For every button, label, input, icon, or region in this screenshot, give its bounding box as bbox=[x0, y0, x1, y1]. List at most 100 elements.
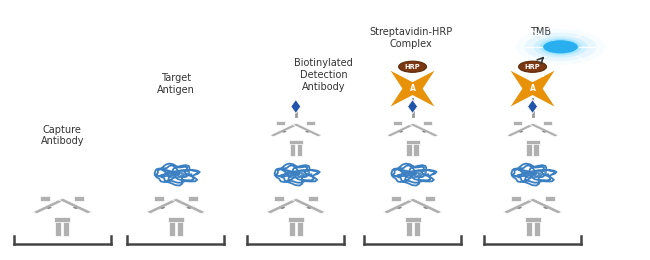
Polygon shape bbox=[404, 87, 434, 107]
Polygon shape bbox=[292, 198, 326, 214]
Text: HRP: HRP bbox=[405, 64, 421, 70]
Polygon shape bbox=[308, 196, 318, 200]
Polygon shape bbox=[186, 207, 192, 209]
Polygon shape bbox=[32, 198, 66, 214]
Polygon shape bbox=[543, 207, 549, 209]
Polygon shape bbox=[270, 123, 299, 137]
Polygon shape bbox=[525, 217, 541, 222]
Polygon shape bbox=[291, 100, 301, 113]
Polygon shape bbox=[524, 71, 554, 90]
Polygon shape bbox=[528, 100, 538, 113]
Polygon shape bbox=[391, 87, 422, 107]
Polygon shape bbox=[506, 123, 536, 137]
Polygon shape bbox=[526, 220, 532, 236]
Polygon shape bbox=[74, 196, 85, 200]
Polygon shape bbox=[534, 220, 540, 236]
Text: Target
Antigen: Target Antigen bbox=[157, 73, 195, 95]
Polygon shape bbox=[305, 131, 309, 133]
Circle shape bbox=[515, 29, 605, 65]
Polygon shape bbox=[288, 217, 304, 222]
Circle shape bbox=[534, 36, 588, 57]
Text: HRP: HRP bbox=[525, 64, 540, 70]
Polygon shape bbox=[519, 131, 523, 133]
Polygon shape bbox=[160, 207, 166, 209]
Polygon shape bbox=[406, 220, 411, 236]
Polygon shape bbox=[529, 198, 562, 214]
Polygon shape bbox=[40, 196, 50, 200]
Polygon shape bbox=[511, 196, 521, 200]
Polygon shape bbox=[424, 196, 434, 200]
Polygon shape bbox=[306, 207, 311, 209]
Polygon shape bbox=[296, 142, 302, 156]
Polygon shape bbox=[543, 121, 552, 125]
Circle shape bbox=[519, 61, 547, 72]
Circle shape bbox=[398, 61, 426, 72]
Polygon shape bbox=[393, 121, 402, 125]
Polygon shape bbox=[266, 198, 300, 214]
Polygon shape bbox=[404, 71, 434, 90]
Polygon shape bbox=[511, 71, 541, 90]
Polygon shape bbox=[391, 71, 422, 90]
Polygon shape bbox=[58, 198, 92, 214]
Circle shape bbox=[539, 38, 582, 55]
Polygon shape bbox=[55, 217, 70, 222]
Polygon shape bbox=[406, 142, 411, 156]
Text: TMB: TMB bbox=[530, 27, 551, 37]
Polygon shape bbox=[410, 123, 439, 137]
Polygon shape bbox=[154, 196, 164, 200]
Polygon shape bbox=[387, 123, 416, 137]
Polygon shape bbox=[274, 196, 284, 200]
Polygon shape bbox=[511, 87, 541, 107]
Text: Streptavidin-HRP
Complex: Streptavidin-HRP Complex bbox=[369, 27, 452, 49]
Polygon shape bbox=[289, 220, 295, 236]
Polygon shape bbox=[282, 131, 287, 133]
Polygon shape bbox=[398, 131, 404, 133]
Polygon shape bbox=[413, 220, 419, 236]
Polygon shape bbox=[397, 207, 402, 209]
Text: Biotinylated
Detection
Antibody: Biotinylated Detection Antibody bbox=[294, 58, 353, 92]
Polygon shape bbox=[383, 198, 416, 214]
Polygon shape bbox=[391, 196, 400, 200]
Polygon shape bbox=[290, 142, 295, 156]
Polygon shape bbox=[297, 220, 303, 236]
Polygon shape bbox=[177, 220, 183, 236]
Polygon shape bbox=[408, 85, 417, 93]
Polygon shape bbox=[73, 207, 78, 209]
Polygon shape bbox=[306, 121, 315, 125]
Polygon shape bbox=[526, 140, 540, 145]
Circle shape bbox=[543, 40, 578, 54]
Polygon shape bbox=[47, 207, 52, 209]
Polygon shape bbox=[55, 220, 61, 236]
Polygon shape bbox=[406, 140, 420, 145]
Circle shape bbox=[525, 32, 597, 61]
Polygon shape bbox=[146, 198, 179, 214]
Polygon shape bbox=[172, 198, 205, 214]
Polygon shape bbox=[534, 142, 539, 156]
Polygon shape bbox=[503, 198, 536, 214]
Polygon shape bbox=[169, 220, 175, 236]
Polygon shape bbox=[528, 85, 538, 93]
Polygon shape bbox=[517, 207, 523, 209]
Polygon shape bbox=[408, 100, 417, 113]
Polygon shape bbox=[526, 142, 532, 156]
Polygon shape bbox=[292, 123, 322, 137]
Polygon shape bbox=[409, 198, 442, 214]
Polygon shape bbox=[514, 121, 522, 125]
Text: A: A bbox=[530, 84, 536, 93]
Polygon shape bbox=[289, 140, 303, 145]
Text: Capture
Antibody: Capture Antibody bbox=[40, 125, 84, 146]
Polygon shape bbox=[529, 123, 559, 137]
Polygon shape bbox=[422, 131, 426, 133]
Polygon shape bbox=[168, 217, 184, 222]
Polygon shape bbox=[280, 207, 285, 209]
Polygon shape bbox=[524, 87, 554, 107]
Polygon shape bbox=[423, 121, 432, 125]
Text: A: A bbox=[410, 84, 415, 93]
Polygon shape bbox=[541, 131, 547, 133]
Polygon shape bbox=[63, 220, 70, 236]
Polygon shape bbox=[413, 142, 419, 156]
Polygon shape bbox=[422, 207, 428, 209]
Polygon shape bbox=[545, 196, 554, 200]
Polygon shape bbox=[276, 121, 285, 125]
Polygon shape bbox=[404, 217, 421, 222]
